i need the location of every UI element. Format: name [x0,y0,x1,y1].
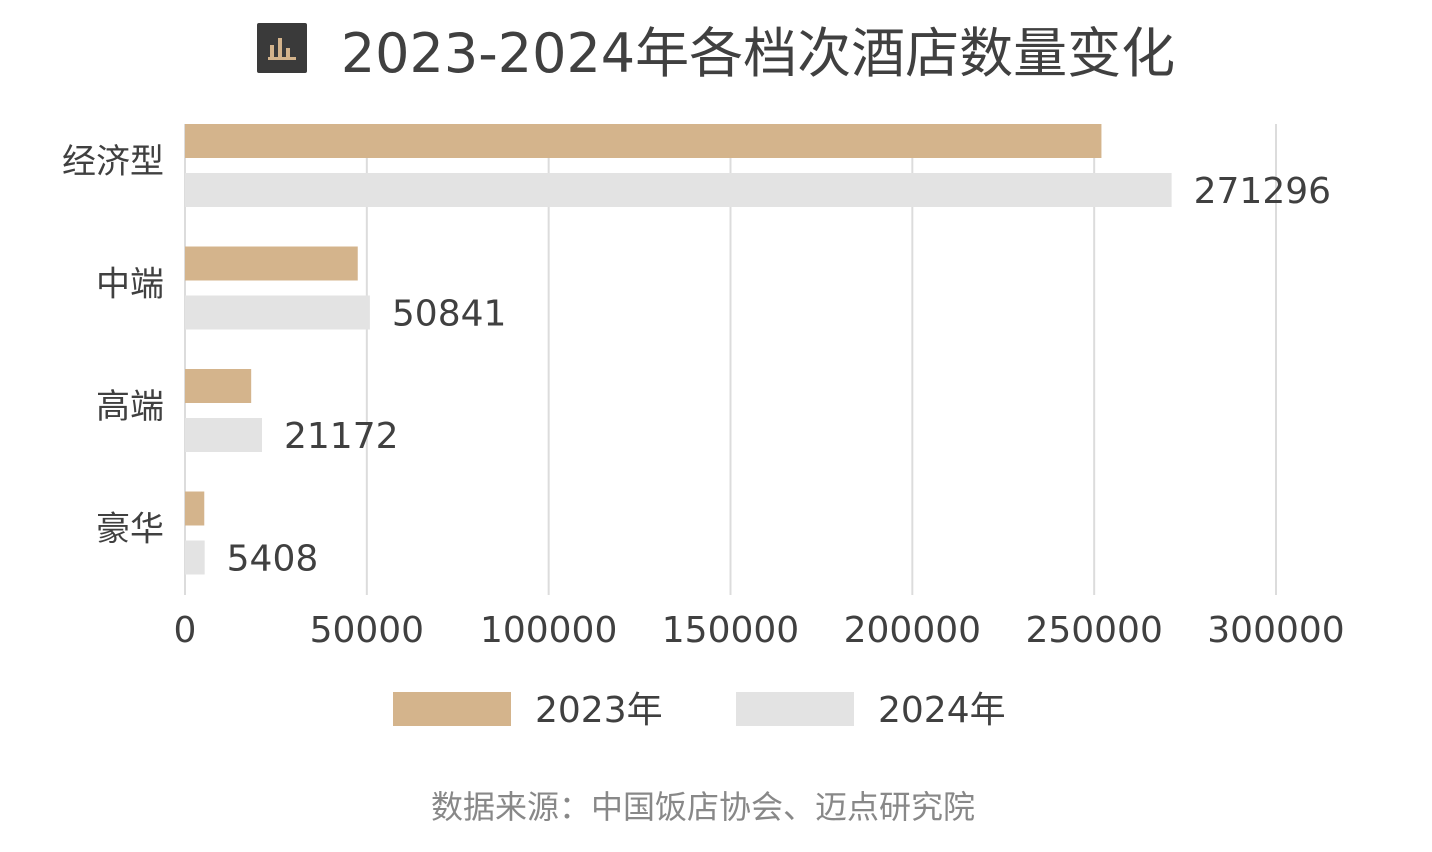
x-tick-label: 200000 [844,610,981,651]
category-label: 中端 [96,265,164,305]
x-tick-label: 250000 [1025,610,1162,651]
category-label: 高端 [96,387,164,427]
x-tick-label: 150000 [662,610,799,651]
bar [185,246,358,281]
legend-swatch [736,692,854,726]
legend-swatch [393,692,511,726]
source-note: 数据来源：中国饭店协会、迈点研究院 [430,788,975,826]
bar [185,540,205,575]
x-tick-label: 300000 [1207,610,1344,651]
x-tick-label: 50000 [310,610,425,651]
category-label: 经济型 [62,142,164,182]
data-label: 5408 [227,539,319,580]
bar [185,491,205,526]
x-tick-label: 0 [174,610,197,651]
bar-chart-icon [256,23,307,73]
bar [185,418,262,452]
category-label: 豪华 [96,510,164,550]
data-label: 271296 [1194,171,1331,212]
bar [185,369,252,403]
chart: 0 50000 100000 150000 200000 250000 300000 经济型 2… [62,124,1345,731]
title-row: 2023-2024年各档次酒店数量变化 [0,10,1432,86]
bar [185,173,1172,207]
x-tick-label: 100000 [480,610,617,651]
data-label: 21172 [284,416,399,457]
legend-label: 2023年 [535,690,663,731]
bar [185,124,1102,158]
chart-title: 2023-2024年各档次酒店数量变化 [340,21,1176,85]
legend-label: 2024年 [878,690,1006,731]
data-label: 50841 [392,294,507,335]
bar [185,295,370,330]
